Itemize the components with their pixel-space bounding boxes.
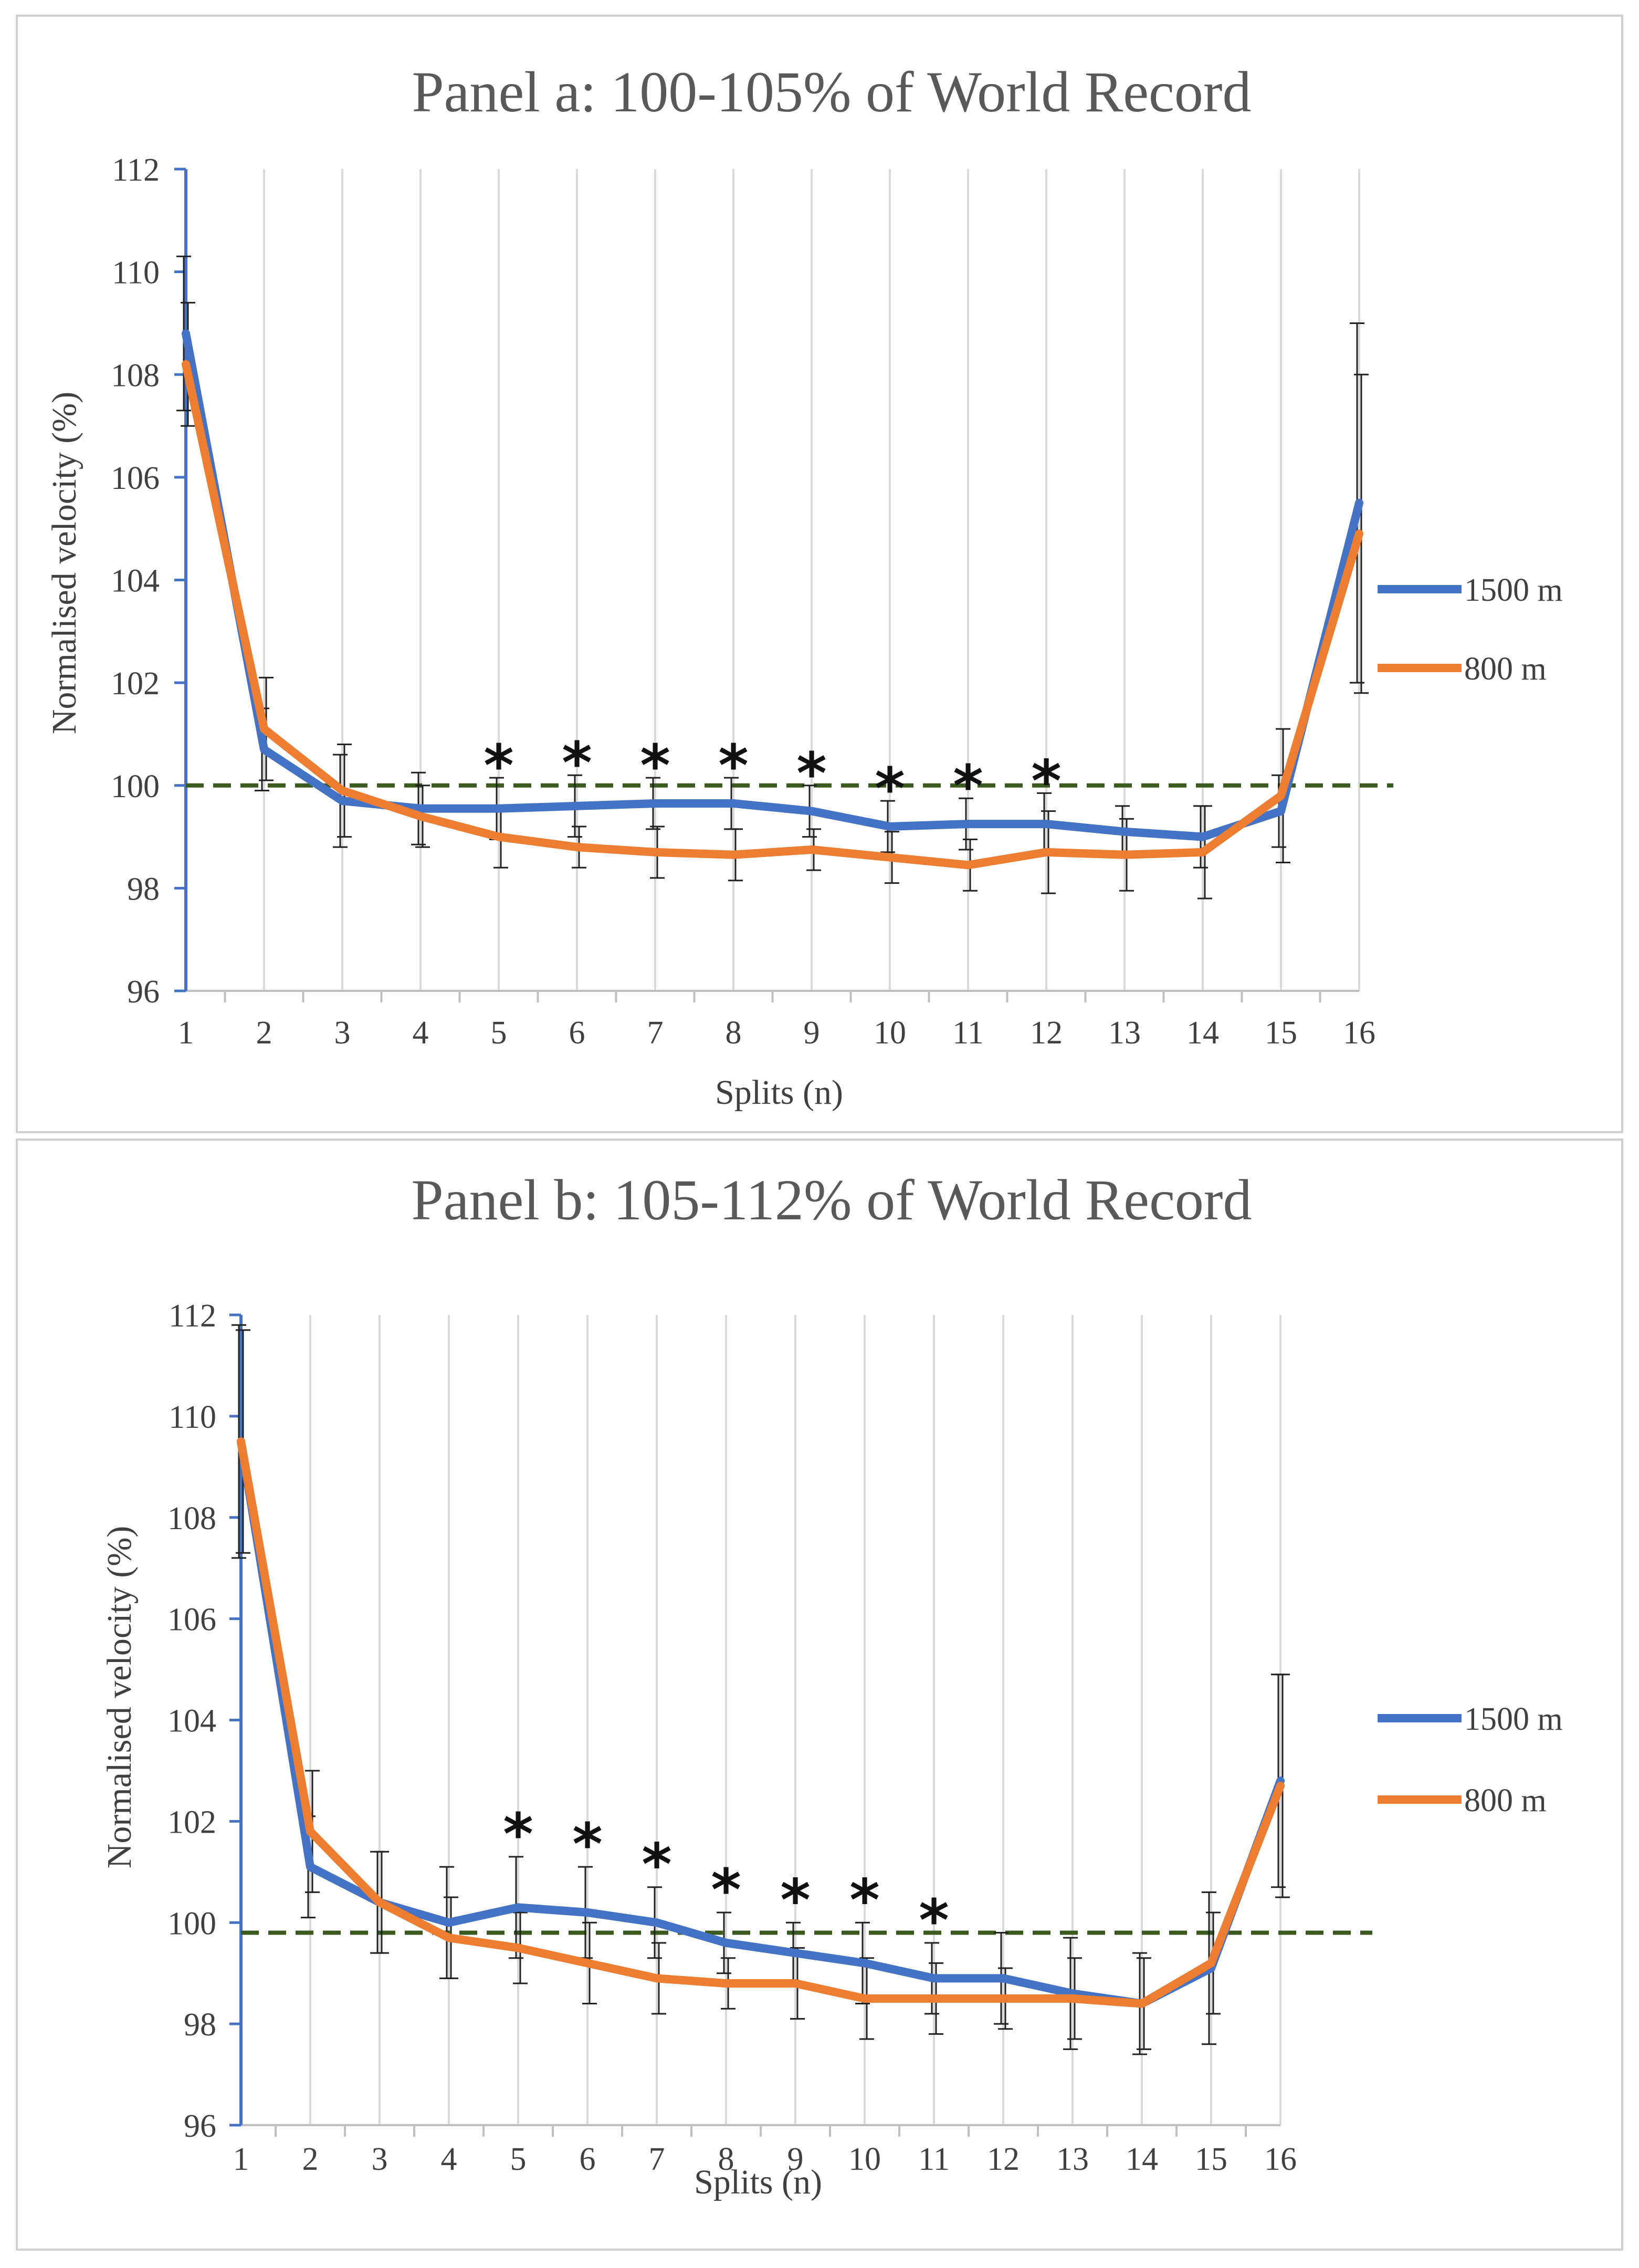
chart-title: Panel b: 105-112% of World Record [411,1168,1252,1232]
legend-label-1500: 1500 m [1464,572,1563,608]
x-tick-label: 13 [1056,2141,1089,2177]
legend-label-800: 800 m [1464,651,1547,687]
y-tick-label: 110 [169,1399,216,1435]
x-tick-label: 11 [918,2141,950,2177]
y-tick-label: 106 [111,461,160,496]
y-tick-label: 100 [111,769,160,804]
y-tick-label: 100 [167,1906,216,1941]
y-tick-label: 102 [167,1804,216,1840]
x-tick-label: 8 [726,1015,742,1051]
x-tick-label: 10 [848,2141,881,2177]
chart-a-svg: Panel a: 100-105% of World Record 969810… [45,60,1563,1112]
significance-star: * [572,1811,603,1878]
x-axis-label: Splits (n) [694,2163,822,2201]
x-tick-label: 8 [718,2141,734,2177]
x-tick-label: 2 [256,1015,272,1051]
y-tick-label: 104 [167,1703,216,1739]
y-tick-label: 110 [112,255,160,291]
x-tick-label: 6 [580,2141,596,2177]
significance-star: * [562,729,592,797]
x-tick-label: 1 [178,1015,194,1051]
x-axis-label: Splits (n) [715,1073,843,1112]
x-tick-label: 5 [491,1015,507,1051]
x-tick-label: 16 [1264,2141,1297,2177]
x-tick-label: 12 [1030,1015,1063,1051]
x-tick-label: 6 [569,1015,585,1051]
x-tick-label: 1 [233,2141,249,2177]
chart-panel-a: Panel a: 100-105% of World Record 96 98 10… [16,15,1623,1133]
significance-star: * [640,732,670,799]
x-tick-label: 14 [1126,2141,1158,2177]
significance-star: * [849,1866,880,1933]
x-tick-label: 14 [1186,1015,1219,1051]
significance-star: * [780,1866,811,1933]
y-tick-label: 96 [127,974,160,1010]
legend-label-800: 800 m [1464,1783,1547,1818]
significance-star: * [503,1801,533,1868]
series-1500m-line [182,329,1363,841]
x-tick-label: 7 [647,1015,664,1051]
x-tick-label: 3 [372,2141,388,2177]
x-tick-label: 3 [334,1015,351,1051]
x-tick-label: 9 [804,1015,820,1051]
x-tick-label: 12 [987,2141,1020,2177]
x-tick-label: 7 [649,2141,665,2177]
significance-star: * [642,1831,672,1898]
y-axis-label: Normalised velocity (%) [45,392,83,734]
y-tick-label: 108 [111,358,160,393]
y-tick-label: 112 [112,152,160,188]
y-tick-label: 102 [111,666,160,702]
y-tick-label: 98 [127,871,160,907]
legend-label-1500: 1500 m [1464,1701,1563,1737]
x-tick-label: 13 [1108,1015,1141,1051]
significance-star: * [953,752,983,820]
chart-panel-b: Panel b: 105-112% of World Record 96 98 10… [16,1138,1623,2251]
significance-star: * [1031,747,1062,814]
legend: 1500 m 800 m [1378,1701,1563,1818]
y-tick-label: 104 [111,563,160,599]
y-axis-label: Normalised velocity (%) [100,1526,139,1868]
x-tick-label: 10 [874,1015,906,1051]
chart-title: Panel a: 100-105% of World Record [412,60,1251,124]
significance-star: * [718,732,749,799]
y-tick-label: 98 [184,2007,216,2043]
x-tick-label: 5 [510,2141,527,2177]
x-tick-label: 9 [787,2141,804,2177]
x-tick-label: 15 [1195,2141,1227,2177]
series-800m-line [182,360,1363,870]
x-tick-label: 2 [302,2141,319,2177]
legend: 1500 m 800 m [1378,572,1563,687]
x-tick-label: 16 [1343,1015,1375,1051]
y-tick-label: 106 [167,1602,216,1638]
significance-star: * [875,755,905,822]
chart-b-svg: Panel b: 105-112% of World Record 969810… [100,1168,1563,2201]
series-800m-line [237,1437,1285,2008]
x-tick-label: 15 [1265,1015,1297,1051]
significance-star: * [796,740,827,807]
y-tick-label: 96 [184,2108,216,2144]
y-tick-label: 108 [167,1501,216,1537]
significance-star: * [711,1856,741,1924]
x-tick-label: 4 [441,2141,457,2177]
x-tick-label: 11 [952,1015,984,1051]
significance-star: * [484,732,514,799]
y-tick-label: 112 [169,1298,216,1334]
significance-star: * [919,1887,949,1954]
series-1500m-line [237,1437,1285,2008]
x-tick-label: 4 [413,1015,429,1051]
